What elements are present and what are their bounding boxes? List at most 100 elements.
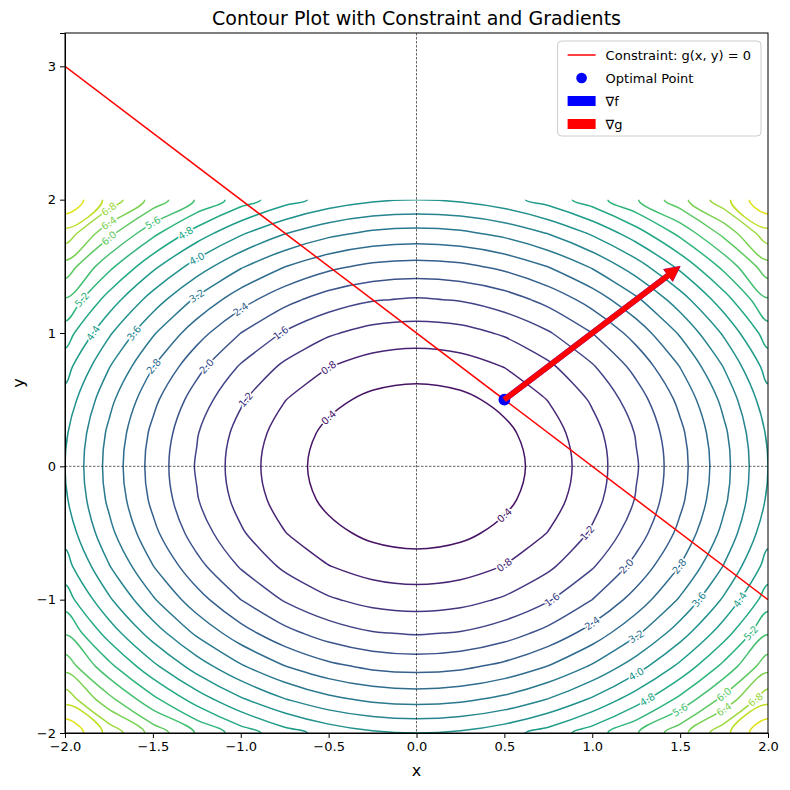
reference-line: [416, 33, 417, 733]
legend-label: ∇g: [605, 117, 623, 132]
legend-handle: [568, 119, 596, 129]
tick: −0.5: [313, 733, 345, 754]
tick-label: −2: [37, 726, 56, 741]
tick-mark: [417, 733, 418, 738]
tick: −1.0: [225, 733, 257, 754]
contour-label: 6.4: [714, 700, 733, 718]
x-axis: −2.0 −1.5 −1.0 −0.5 0.0 0.5 1.0 1.5 2.0: [50, 733, 779, 754]
tick-mark: [60, 733, 65, 734]
tick-mark: [768, 733, 769, 738]
tick-mark: [680, 733, 681, 738]
contour-label: 6.0: [714, 685, 733, 704]
tick: 1.5: [670, 733, 691, 754]
y-axis-title: y: [9, 378, 28, 387]
tick-label: −2.0: [50, 739, 82, 754]
contour-label: 6.0: [99, 229, 118, 248]
tick-mark: [60, 600, 65, 601]
contour-label: 0.8: [495, 556, 514, 574]
tick-label: 1.0: [582, 739, 603, 754]
contour-label: 4.8: [638, 691, 657, 709]
contour-label: 1.6: [542, 591, 561, 609]
tick-label: 1: [48, 326, 56, 341]
tick-mark: [60, 66, 65, 67]
chart-root: 0.4 0.4 0.8 0.8 1.2 1.2 1.6 1.6 2.0 2.0 2.4 2.4 2.8 2…: [0, 0, 790, 790]
legend-handle: [576, 73, 587, 84]
contour-label: 2.8: [670, 557, 689, 576]
tick-label: 2: [48, 192, 56, 207]
contour-label: 6.8: [746, 690, 765, 708]
tick-label: 1.5: [670, 739, 691, 754]
contour-label: 0.4: [319, 408, 338, 427]
tick-label: −1: [37, 592, 56, 607]
tick-mark: [504, 733, 505, 738]
contour-label: 1.2: [236, 390, 255, 409]
contour-label: 5.2: [742, 623, 761, 642]
contour-label: 2.8: [144, 357, 163, 376]
contour-label: 2.4: [231, 300, 250, 318]
legend: Constraint: g(x, y) = 0 Optimal Point ∇f ∇g: [558, 41, 761, 136]
contour-label: 3.6: [690, 590, 708, 609]
tick: 2.0: [758, 733, 779, 754]
tick: 3: [48, 59, 65, 74]
contour-label: 0.4: [495, 506, 514, 525]
tick-label: −0.5: [313, 739, 345, 754]
contour-label: 4.4: [731, 590, 749, 609]
reference-line: [65, 466, 768, 467]
legend-label: Optimal Point: [606, 71, 694, 86]
tick-label: 3: [48, 59, 56, 74]
tick-mark: [329, 733, 330, 738]
contour-label: 3.6: [125, 323, 143, 342]
tick-label: −1.5: [138, 739, 170, 754]
contour-label: 2.0: [197, 357, 216, 376]
gradient-arrows: [503, 266, 680, 401]
tick: −2: [37, 726, 65, 741]
contour-label: 4.4: [84, 323, 102, 342]
axis-line: [66, 734, 769, 739]
tick: 1: [48, 326, 65, 341]
contour-label: 3.2: [187, 287, 206, 305]
contour-label: 6.8: [99, 200, 118, 218]
legend-handle: [568, 54, 596, 56]
legend-label: Constraint: g(x, y) = 0: [606, 48, 751, 63]
tick-mark: [241, 733, 242, 738]
tick: 0.0: [407, 733, 428, 754]
chart-svg: 0.4 0.4 0.8 0.8 1.2 1.2 1.6 1.6 2.0 2.0 2.4 2.4 2.8 2…: [0, 0, 790, 790]
chart-title: Contour Plot with Constraint and Gradien…: [212, 7, 621, 29]
contour-labels: 0.4 0.4 0.8 0.8 1.2 1.2 1.6 1.6 2.0 2.0 2.4 2.4 2.8 2…: [73, 200, 766, 719]
gradient-arrow: [503, 266, 680, 401]
tick-label: 0.5: [495, 739, 516, 754]
gradient-arrow: [503, 266, 680, 401]
tick-label: 0: [48, 459, 56, 474]
y-axis: −2 −1 0 1 2 3: [37, 34, 66, 741]
tick: −1: [37, 592, 65, 607]
constraint-line: [65, 66, 768, 599]
tick: 1.0: [582, 733, 603, 754]
contour-label: 1.6: [271, 324, 290, 342]
contour-label: 1.2: [578, 523, 597, 542]
tick-label: 2.0: [758, 739, 779, 754]
tick-label: −1.0: [225, 739, 257, 754]
contour-label: 2.0: [617, 557, 636, 576]
x-axis-title: x: [412, 761, 421, 780]
contour-label: 4.8: [176, 224, 195, 242]
series: [65, 66, 768, 599]
tick: 2: [48, 192, 65, 207]
legend-label: ∇f: [605, 94, 620, 109]
contour-label: 5.6: [143, 214, 162, 232]
contour-label: 2.4: [583, 614, 602, 632]
contour-label: 6.4: [99, 214, 118, 232]
tick-mark: [153, 733, 154, 738]
tick-label: 0.0: [407, 739, 428, 754]
legend-handle: [568, 96, 596, 106]
contour-label: 4.0: [187, 250, 206, 267]
contour-label: 5.2: [73, 290, 92, 309]
plot-area: [65, 33, 768, 733]
contour-label: 5.6: [670, 701, 689, 719]
contour-label: 0.8: [319, 359, 338, 377]
contour-label: 4.0: [627, 665, 646, 682]
contour-label: 3.2: [627, 628, 646, 646]
tick: 0: [48, 459, 65, 474]
tick-mark: [60, 466, 65, 467]
tick-mark: [60, 333, 65, 334]
tick-mark: [60, 200, 65, 201]
